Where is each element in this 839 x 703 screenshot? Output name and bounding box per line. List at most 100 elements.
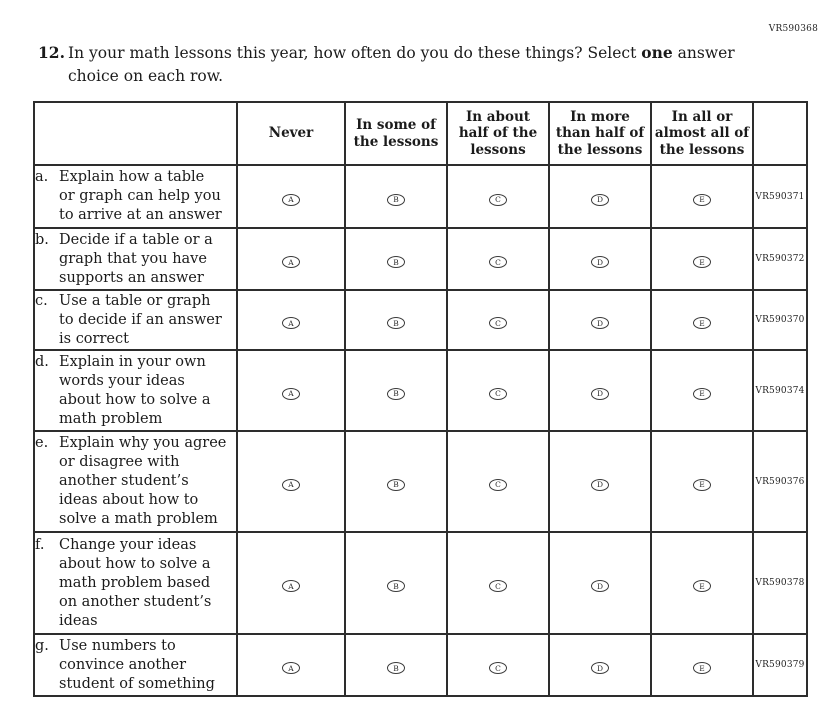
row-e-cell-some: B: [344, 430, 448, 533]
row-f-letter: f.: [35, 536, 45, 553]
row-f-cell-more-half: D: [548, 531, 652, 635]
row-e-bubble-e[interactable]: E: [693, 478, 711, 491]
row-d-bubble-e[interactable]: E: [693, 387, 711, 400]
row-b-label-cell: b. Decide if a table or a graph that you…: [33, 227, 238, 291]
row-g-letter: g.: [35, 637, 49, 654]
bubble-letter: B: [393, 581, 399, 591]
header-about-half: In about half of the lessons: [446, 101, 550, 166]
row-a-cell-all: E: [650, 164, 754, 229]
row-f-bubble-e[interactable]: E: [693, 580, 711, 593]
row-f-label-text: Change your ideas about how to solve a m…: [59, 536, 212, 629]
row-b-bubble-d[interactable]: D: [591, 256, 609, 269]
row-g-cell-some: B: [344, 633, 448, 697]
row-f-bubble-d[interactable]: D: [591, 580, 609, 593]
row-b-bubble-c[interactable]: C: [489, 256, 507, 269]
row-a-bubble-a[interactable]: A: [282, 193, 300, 206]
row-c-bubble-e[interactable]: E: [693, 317, 711, 330]
row-b-bubble-a[interactable]: A: [282, 256, 300, 269]
row-c-cell-some: B: [344, 289, 448, 351]
row-g-cell-more-half: D: [548, 633, 652, 697]
row-e-cell-never: A: [236, 430, 346, 533]
row-b-bubble-e[interactable]: E: [693, 256, 711, 269]
header-all-or-almost-all: In all or almost all of the lessons: [650, 101, 754, 166]
row-c-bubble-c[interactable]: C: [489, 317, 507, 330]
bubble-letter: C: [495, 195, 501, 204]
row-g-cell-about-half: C: [446, 633, 550, 697]
row-e-label-text: Explain why you agree or disagree with a…: [59, 435, 227, 527]
table-row-g: g. Use numbers to convince another stude…: [33, 633, 808, 697]
row-g-bubble-c[interactable]: C: [489, 662, 507, 675]
row-b-code: VR590372: [752, 227, 808, 291]
row-e-code: VR590376: [752, 430, 808, 533]
row-f-code: VR590378: [752, 531, 808, 635]
bubble-letter: A: [288, 318, 294, 328]
row-c-bubble-d[interactable]: D: [591, 317, 609, 330]
bubble-letter: C: [495, 318, 501, 328]
row-f-bubble-a[interactable]: A: [282, 580, 300, 593]
row-f-cell-all: E: [650, 531, 754, 635]
bubble-letter: C: [495, 480, 501, 489]
row-a-code: VR590371: [752, 164, 808, 229]
bubble-letter: E: [699, 389, 705, 398]
row-d-bubble-c[interactable]: C: [489, 387, 507, 400]
bubble-letter: D: [596, 581, 603, 591]
row-a-bubble-e[interactable]: E: [693, 193, 711, 206]
bubble-letter: B: [393, 257, 399, 267]
row-f-label-cell: f. Change your ideas about how to solve …: [33, 531, 238, 635]
row-g-code: VR590379: [752, 633, 808, 697]
form-code: VR590368: [768, 24, 818, 34]
row-e-bubble-c[interactable]: C: [489, 478, 507, 491]
row-a-cell-some: B: [344, 164, 448, 229]
bubble-letter: C: [495, 581, 501, 591]
row-f-bubble-c[interactable]: C: [489, 580, 507, 593]
bubble-letter: C: [495, 389, 501, 398]
row-b-cell-more-half: D: [548, 227, 652, 291]
bubble-letter: E: [699, 480, 705, 489]
row-g-bubble-e[interactable]: E: [693, 662, 711, 675]
table-row-b: b. Decide if a table or a graph that you…: [33, 227, 808, 291]
row-a-bubble-b[interactable]: B: [387, 193, 405, 206]
row-b-cell-never: A: [236, 227, 346, 291]
row-a-cell-never: A: [236, 164, 346, 229]
header-code-cell: [752, 101, 808, 166]
row-d-bubble-d[interactable]: D: [591, 387, 609, 400]
table-row-f: f. Change your ideas about how to solve …: [33, 531, 808, 635]
row-d-cell-some: B: [344, 349, 448, 432]
row-e-cell-all: E: [650, 430, 754, 533]
header-some-of-lessons: In some of the lessons: [344, 101, 448, 166]
table-row-d: d. Explain in your own words your ideas …: [33, 349, 808, 432]
bubble-letter: D: [596, 195, 603, 204]
header-never: Never: [236, 101, 346, 166]
row-d-bubble-b[interactable]: B: [387, 387, 405, 400]
row-b-bubble-b[interactable]: B: [387, 256, 405, 269]
row-e-bubble-d[interactable]: D: [591, 478, 609, 491]
row-d-bubble-a[interactable]: A: [282, 387, 300, 400]
question-text-after: answer choice on each row.: [68, 44, 735, 85]
row-c-bubble-a[interactable]: A: [282, 317, 300, 330]
row-g-bubble-a[interactable]: A: [282, 662, 300, 675]
row-g-cell-all: E: [650, 633, 754, 697]
bubble-letter: D: [596, 663, 603, 673]
row-f-bubble-b[interactable]: B: [387, 580, 405, 593]
row-c-bubble-b[interactable]: B: [387, 317, 405, 330]
row-g-bubble-d[interactable]: D: [591, 662, 609, 675]
row-b-label-text: Decide if a table or a graph that you ha…: [59, 231, 213, 286]
bubble-letter: A: [288, 480, 294, 489]
row-d-cell-more-half: D: [548, 349, 652, 432]
row-e-bubble-a[interactable]: A: [282, 478, 300, 491]
row-g-bubble-b[interactable]: B: [387, 662, 405, 675]
row-b-letter: b.: [35, 231, 49, 248]
row-c-cell-never: A: [236, 289, 346, 351]
row-a-bubble-c[interactable]: C: [489, 193, 507, 206]
row-a-letter: a.: [35, 169, 49, 185]
bubble-letter: D: [596, 318, 603, 328]
row-e-bubble-b[interactable]: B: [387, 478, 405, 491]
question-block: 12. In your math lessons this year, how …: [38, 41, 738, 88]
question-number: 12.: [38, 43, 65, 62]
row-a-bubble-d[interactable]: D: [591, 193, 609, 206]
header-more-than-half: In more than half of the lessons: [548, 101, 652, 166]
bubble-letter: B: [393, 318, 399, 328]
row-e-letter: e.: [35, 435, 49, 451]
row-b-cell-about-half: C: [446, 227, 550, 291]
bubble-letter: A: [288, 257, 294, 267]
